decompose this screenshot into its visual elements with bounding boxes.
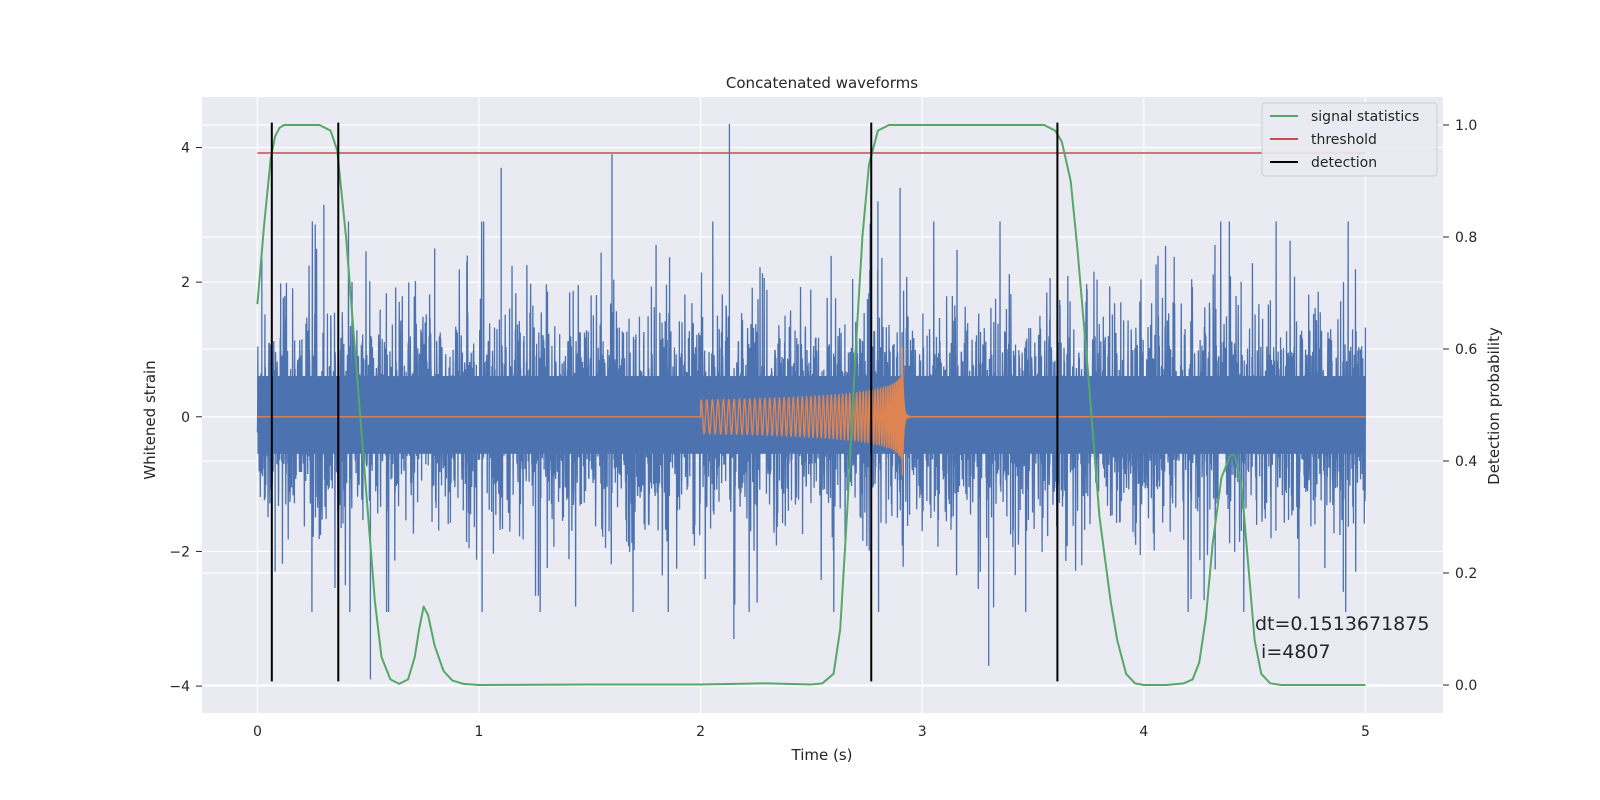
detection-series — [270, 122, 1059, 682]
y-tick-label-4: 4 — [181, 140, 190, 156]
y2-axis-label: Detection probability — [1485, 327, 1503, 485]
signal-line — [257, 346, 1366, 476]
signal-series — [257, 346, 1366, 476]
y-axis-label: Whitened strain — [141, 360, 159, 479]
axis-ticks: 0 1 2 3 4 5 −4 −2 0 2 4 0.0 0.2 0.4 0.6 0.8 1.0 — [169, 118, 1477, 740]
x-tick-label-0: 0 — [253, 724, 262, 740]
x-tick-label-5: 5 — [1361, 724, 1370, 740]
legend-box — [1261, 102, 1438, 177]
y2-tick-label-2: 0.4 — [1455, 454, 1477, 470]
y-tick-label-1: −2 — [169, 544, 190, 560]
x-tick-label-3: 3 — [918, 724, 927, 740]
y2-tick-label-5: 1.0 — [1455, 118, 1477, 134]
y-tick-label-3: 2 — [181, 275, 190, 291]
y2-tick-label-4: 0.8 — [1455, 230, 1477, 246]
x-axis-label: Time (s) — [791, 746, 853, 764]
legend-label-threshold: threshold — [1311, 132, 1377, 148]
x-tick-label-1: 1 — [475, 724, 484, 740]
chart-title: Concatenated waveforms — [726, 74, 918, 92]
y2-tick-label-3: 0.6 — [1455, 342, 1477, 358]
signal-statistics-line — [256, 124, 1366, 686]
legend: signal statistics threshold detection — [1261, 102, 1438, 177]
y2-tick-label-1: 0.2 — [1455, 566, 1477, 582]
x-tick-label-4: 4 — [1139, 724, 1148, 740]
annotation-dt: dt=0.1513671875 — [1255, 613, 1429, 635]
y-tick-label-2: 0 — [181, 410, 190, 426]
signal-statistics-series — [256, 124, 1366, 686]
legend-label-signal-statistics: signal statistics — [1311, 109, 1419, 125]
y-tick-label-0: −4 — [169, 679, 190, 695]
legend-label-detection: detection — [1311, 155, 1377, 171]
y2-tick-label-0: 0.0 — [1455, 678, 1477, 694]
x-tick-label-2: 2 — [696, 724, 705, 740]
annotation-index: i=4807 — [1255, 641, 1331, 663]
